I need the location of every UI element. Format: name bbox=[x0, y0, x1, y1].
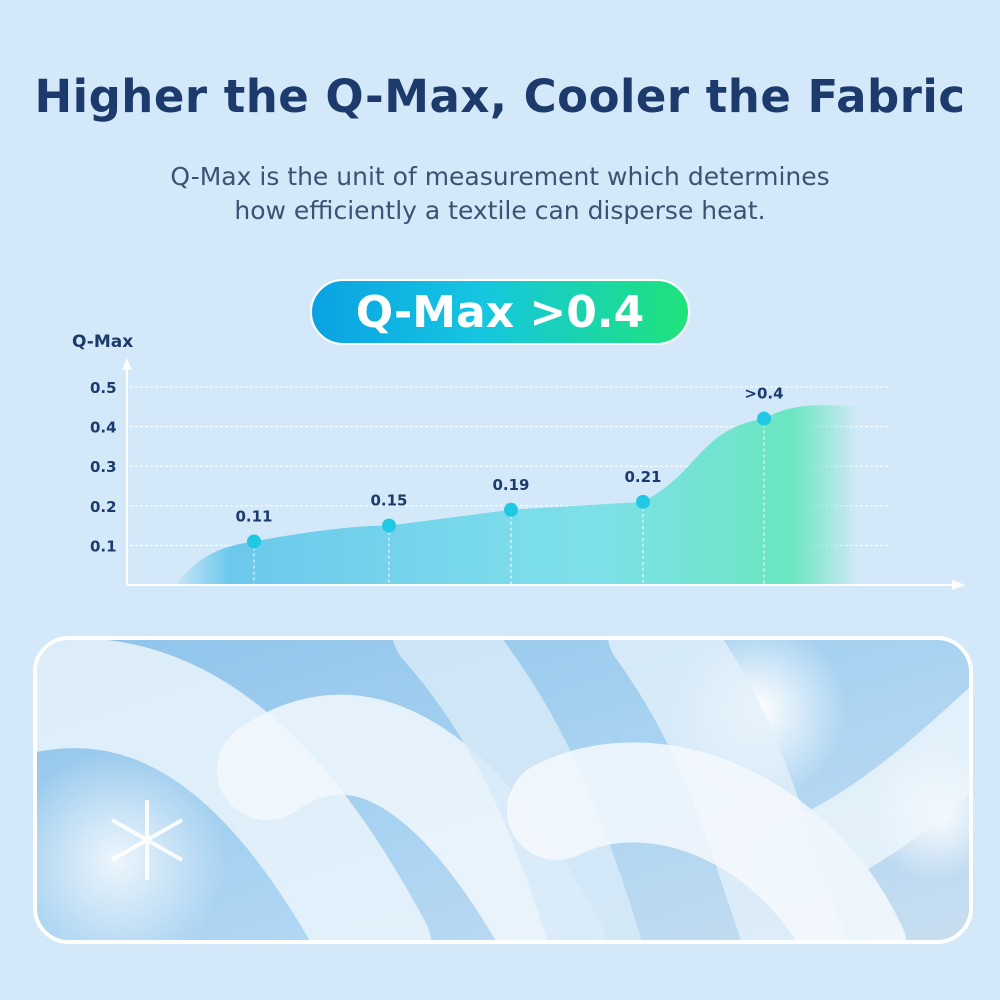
data-point bbox=[382, 518, 396, 533]
y-tick-label: 0.1 bbox=[90, 537, 117, 555]
y-tick-label: 0.4 bbox=[90, 419, 117, 437]
y-tick-label: 0.5 bbox=[90, 379, 117, 397]
y-tick-label: 0.3 bbox=[90, 458, 117, 476]
data-label: 0.19 bbox=[492, 476, 529, 494]
snowflake-icon bbox=[111, 800, 183, 880]
area-fill bbox=[175, 405, 860, 585]
data-label: 0.11 bbox=[235, 507, 272, 525]
y-axis-arrow bbox=[122, 358, 132, 370]
subtitle-line-2: how efficiently a textile can disperse h… bbox=[234, 196, 766, 225]
data-label: 0.15 bbox=[370, 492, 407, 510]
data-point bbox=[504, 502, 518, 517]
page-title: Higher the Q-Max, Cooler the Fabric bbox=[34, 70, 966, 123]
subtitle: Q-Max is the unit of measurement which d… bbox=[0, 160, 1000, 228]
fabric-image bbox=[33, 636, 973, 944]
x-axis-arrow bbox=[952, 580, 965, 590]
subtitle-line-1: Q-Max is the unit of measurement which d… bbox=[170, 162, 830, 191]
data-point bbox=[636, 494, 650, 509]
data-label: 0.21 bbox=[624, 468, 661, 486]
q-max-chart: Q-Max 0.1 0.2 0.3 0.4 0.5 0.11 0.15 0.19 0.21 >0… bbox=[72, 332, 965, 590]
data-label: >0.4 bbox=[744, 385, 783, 403]
y-tick-label: 0.2 bbox=[90, 498, 117, 516]
data-point bbox=[247, 534, 261, 549]
data-point bbox=[757, 411, 771, 426]
y-axis-label: Q-Max bbox=[72, 332, 133, 352]
q-max-badge: Q-Max >0.4 bbox=[310, 279, 690, 345]
